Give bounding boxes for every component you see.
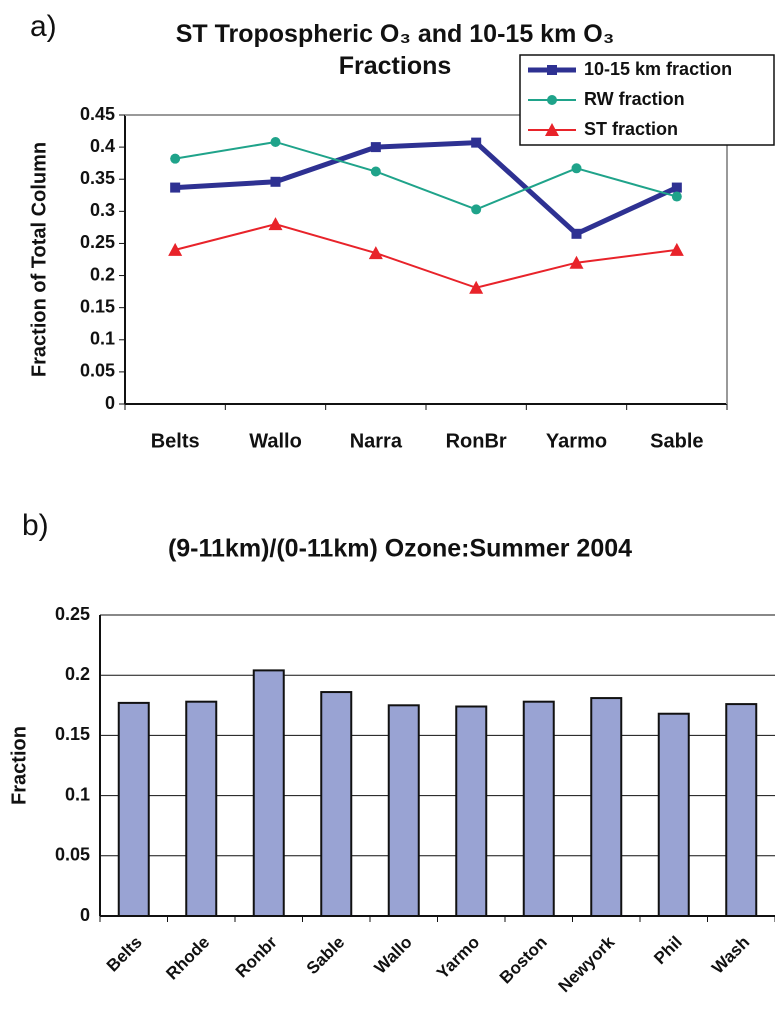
x-tick-label: Ronbr [232,932,281,981]
data-point [270,176,281,187]
series-line [174,223,677,289]
x-tick-label: Sable [303,933,349,979]
x-tick-label: Newyork [555,932,619,996]
legend-label: 10-15 km fraction [584,59,732,79]
data-point [170,182,181,193]
data-point [268,217,283,231]
data-point [270,136,281,147]
y-tick-label: 0.3 [90,200,115,220]
y-tick-label: 0.25 [80,232,115,252]
data-point [571,228,582,239]
x-tick-label: Yarmo [546,430,607,452]
data-point [370,166,381,177]
bar [725,703,758,918]
x-tick-label: Yarmo [433,933,483,983]
chart-title: ST Tropospheric O₃ and 10-15 km O₃ Fract… [175,20,615,80]
x-tick-label: Wallo [371,933,416,978]
data-point [669,242,684,256]
data-point [170,153,181,164]
y-tick-label: 0.45 [80,104,115,124]
y-tick-label: 0.25 [55,604,90,624]
data-point [571,163,582,174]
y-tick-label: 0 [105,393,115,413]
y-tick-label: 0.35 [80,168,115,188]
y-tick-label: 0.2 [65,664,90,684]
x-tick-label: Phil [650,933,685,968]
data-point [471,204,482,215]
y-tick-label: 0.4 [90,136,115,156]
data-point [471,137,482,148]
y-tick-label: 0.05 [55,845,90,865]
x-tick-label: Wash [708,933,753,978]
bar [657,712,690,918]
series-line [175,140,678,237]
legend-marker [547,95,557,105]
legend-marker [545,123,559,136]
bar [117,701,150,918]
x-tick-label: Wallo [249,430,302,452]
legend-label: ST fraction [584,119,678,139]
bar [387,704,420,917]
bar [590,697,623,917]
data-point [671,182,682,193]
x-tick-label: Narra [350,430,403,452]
x-tick-label: Rhode [162,933,213,984]
panel-label: b) [22,509,49,542]
y-axis-label: Fraction of Total Column [28,142,50,377]
x-tick-label: Belts [151,430,200,452]
data-point [370,142,381,153]
y-axis-label: Fraction [8,726,30,805]
y-tick-label: 0.05 [80,361,115,381]
legend-label: RW fraction [584,89,685,109]
bar [252,669,285,917]
data-point [569,255,584,269]
y-tick-label: 0.2 [90,264,115,284]
chart-title: (9-11km)/(0-11km) Ozone:Summer 2004 [168,535,632,563]
x-tick-label: Boston [496,933,551,988]
data-point [469,280,484,294]
bar [320,691,353,918]
panel-label: a) [30,10,57,43]
y-tick-label: 0.1 [65,784,90,804]
y-tick-label: 0.15 [55,724,90,744]
x-tick-label: Belts [103,933,146,976]
y-tick-label: 0.15 [80,296,115,316]
y-tick-label: 0 [80,905,90,925]
data-point [368,246,383,260]
y-tick-label: 0.1 [90,329,115,349]
bar [185,700,218,917]
x-tick-label: Sable [650,430,703,452]
legend-marker [547,65,557,75]
series-line [175,140,678,211]
x-tick-label: RonBr [446,430,507,452]
data-point [671,191,682,202]
bar [455,705,488,918]
bar [522,700,555,917]
data-point [168,242,183,256]
